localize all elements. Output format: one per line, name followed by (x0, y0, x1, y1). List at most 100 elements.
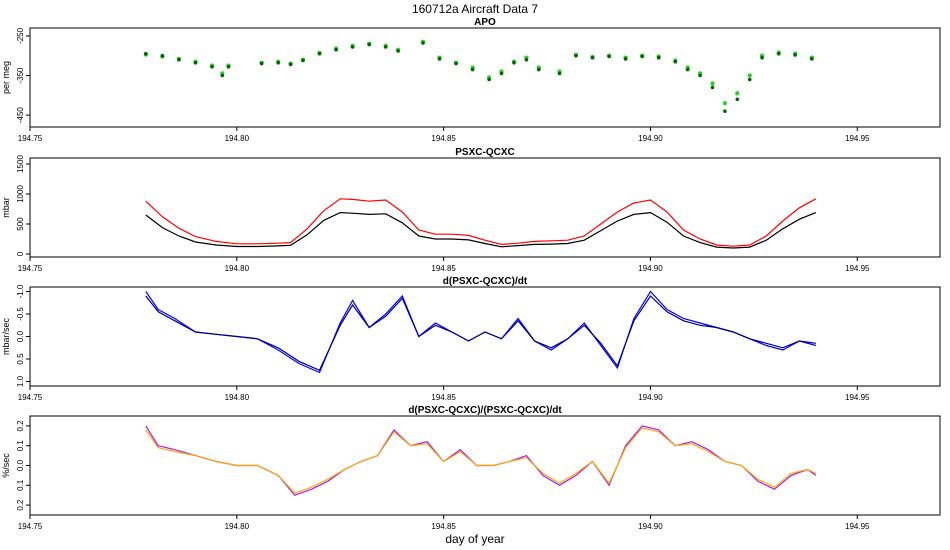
data-point (144, 51, 148, 56)
x-tick-label: 194.75 (18, 393, 43, 402)
x-tick-label: 194.95 (845, 264, 870, 273)
data-point (640, 54, 644, 59)
y-tick-label: 0.0 (16, 330, 25, 342)
y-tick-label: 0.2 (16, 420, 25, 432)
data-point (334, 48, 338, 52)
data-point (317, 51, 322, 56)
data-point (793, 53, 797, 57)
data-point (160, 53, 165, 58)
data-point (735, 91, 740, 96)
y-tick-label: 1000 (16, 185, 25, 203)
data-point (557, 71, 562, 76)
x-tick-label: 194.80 (225, 393, 250, 402)
data-point (288, 62, 293, 67)
data-point (512, 61, 516, 65)
data-point (226, 65, 231, 69)
data-point (673, 59, 678, 64)
y-tick-label: -0.5 (16, 307, 25, 321)
series-line (145, 425, 817, 496)
data-point (210, 65, 214, 69)
data-point (220, 73, 225, 78)
y-axis-label: %/sec (1, 453, 11, 478)
panel-title: d(PSXC-QCXC)/(PSXC-QCXC)/dt (408, 405, 562, 416)
panel-plot-area (143, 39, 814, 113)
data-point (276, 61, 281, 65)
series-line (145, 211, 817, 249)
data-point (437, 57, 442, 61)
data-point (747, 77, 752, 82)
data-point (656, 55, 661, 60)
y-axis-label: mbar (1, 197, 11, 218)
series-line (145, 198, 817, 247)
x-tick-label: 194.85 (431, 134, 456, 143)
data-point (722, 101, 728, 106)
series-line (145, 427, 817, 494)
data-point (537, 67, 541, 72)
series-line (145, 290, 817, 374)
data-point (760, 55, 764, 60)
y-tick-label: 1500 (16, 155, 25, 173)
y-tick-label: 0.1 (16, 479, 25, 491)
data-point (747, 73, 752, 78)
data-point (454, 61, 458, 66)
panel-4: d(PSXC-QCXC)/(PSXC-QCXC)/dt 194.75 194.80 1… (1, 405, 941, 531)
y-axis-label: per meg (1, 61, 11, 94)
data-point (193, 61, 198, 65)
data-point (607, 54, 611, 59)
x-tick-label: 194.95 (845, 522, 870, 531)
y-tick-label: 0 (16, 251, 25, 256)
data-point (776, 51, 781, 56)
x-tick-label: 194.90 (638, 393, 663, 402)
data-point (723, 109, 727, 113)
y-axis-label: mbar/sec (1, 317, 11, 355)
data-point (735, 97, 740, 102)
data-point (487, 77, 491, 82)
panel-frame (29, 286, 941, 387)
data-point (470, 67, 475, 72)
data-point (710, 81, 715, 86)
panel-title: d(PSXC-QCXC)/dt (443, 276, 528, 287)
data-point (383, 45, 388, 49)
data-point (367, 42, 372, 47)
y-tick-label: 500 (16, 217, 25, 231)
x-tick-label: 194.90 (638, 264, 663, 273)
x-tick-label: 194.75 (18, 522, 43, 531)
panel-1: APO 194.75 194.80 194.85 194.90 194.95 -250 -35… (1, 17, 941, 143)
y-tick-label: -250 (16, 27, 25, 44)
panel-2: PSXC-QCXC 194.75 194.80 194.85 194.90 194.95 0… (1, 147, 941, 273)
x-tick-label: 194.95 (845, 134, 870, 143)
x-tick-label: 194.80 (225, 522, 250, 531)
x-tick-label: 194.85 (431, 393, 456, 402)
data-point (350, 45, 355, 49)
data-point (524, 57, 529, 62)
data-point (421, 41, 425, 45)
y-tick-label: 0.2 (16, 499, 25, 511)
data-point (710, 85, 715, 90)
panel-frame (29, 27, 941, 128)
series-line (145, 295, 816, 372)
x-tick-label: 194.80 (225, 134, 250, 143)
data-point (177, 57, 181, 62)
data-point (574, 53, 578, 58)
data-point (698, 73, 702, 78)
x-tick-label: 194.75 (18, 134, 43, 143)
data-point (623, 57, 628, 61)
x-axis-label: day of year (445, 532, 504, 546)
panel-frame (29, 157, 941, 258)
x-tick-label: 194.95 (845, 393, 870, 402)
panels: APO 194.75 194.80 194.85 194.90 194.95 -250 -35… (1, 17, 941, 531)
data-point (685, 67, 690, 72)
data-point (590, 55, 595, 60)
x-tick-label: 194.85 (431, 264, 456, 273)
y-tick-label: -450 (16, 107, 25, 124)
y-tick-label: -350 (16, 67, 25, 84)
panel-plot-area (145, 290, 817, 374)
y-tick-label: 0.1 (16, 440, 25, 452)
data-point (499, 71, 504, 76)
panel-title: PSXC-QCXC (455, 147, 514, 158)
data-point (810, 57, 814, 61)
y-tick-label: 1.0 (16, 375, 25, 387)
panel-title: APO (474, 17, 496, 28)
data-point (259, 61, 264, 66)
